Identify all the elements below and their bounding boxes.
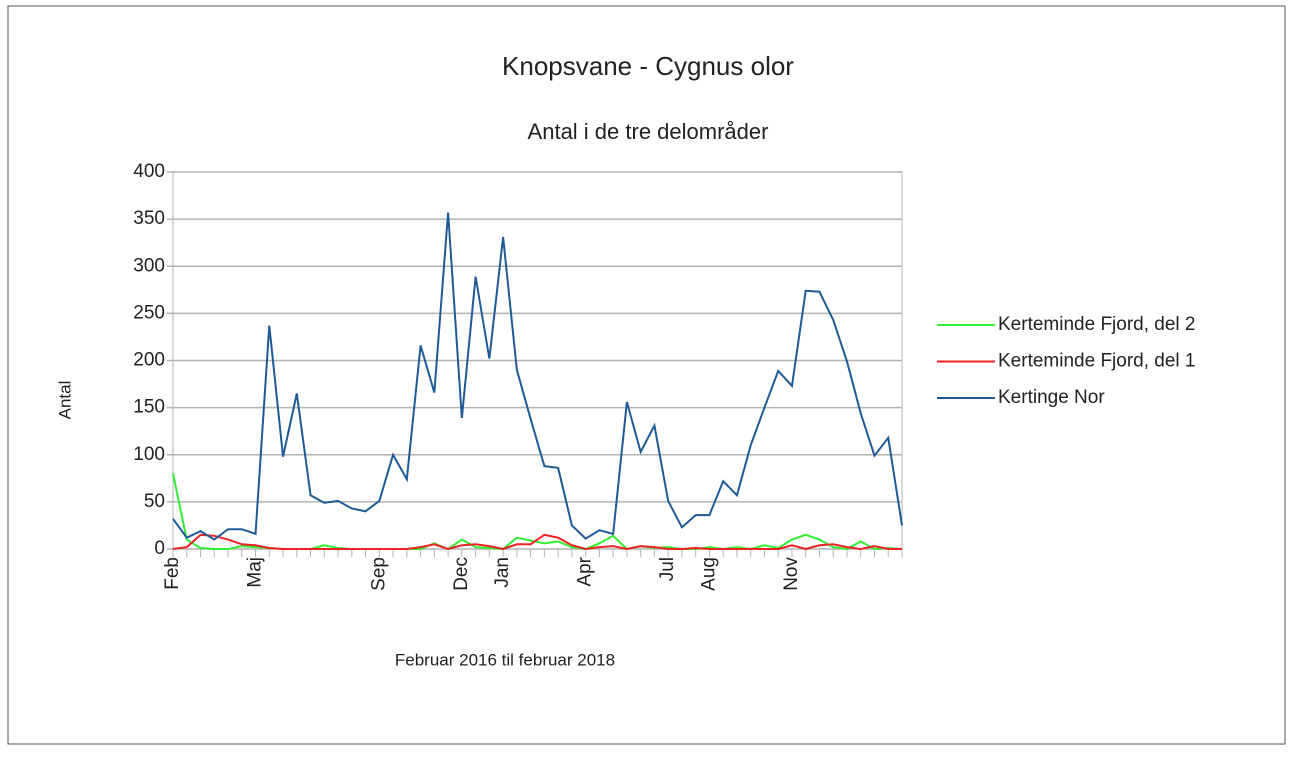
legend-label: Kerteminde Fjord, del 2 (998, 314, 1196, 335)
legend-label: Kertinge Nor (998, 387, 1105, 408)
series-line (172, 212, 903, 541)
chart-frame (7, 5, 1286, 745)
y-tick-label: 50 (144, 491, 165, 512)
y-tick-label: 200 (133, 350, 165, 371)
x-tick-label: Nov (781, 557, 802, 591)
x-tick-label: Dec (451, 557, 472, 591)
y-tick-label: 0 (154, 538, 165, 559)
x-tick-label: Jul (657, 557, 678, 581)
y-axis-label: Antal (55, 381, 74, 420)
series-line (172, 533, 902, 551)
x-tick-label: Jan (492, 557, 513, 588)
y-tick-label: 250 (133, 302, 165, 323)
y-tick-label: 150 (133, 397, 165, 418)
y-tick-label: 350 (133, 208, 165, 229)
y-tick-label: 100 (133, 444, 165, 465)
y-tick-label: 300 (133, 255, 165, 276)
x-tick-label: Sep (368, 557, 389, 591)
legend-label: Kerteminde Fjord, del 1 (998, 351, 1196, 372)
x-axis-label: Februar 2016 til februar 2018 (395, 650, 615, 669)
chart-subtitle: Antal i de tre delområder (528, 119, 769, 144)
x-tick-label: Apr (575, 556, 596, 586)
x-tick-label: Aug (698, 557, 719, 591)
x-tick-label: Feb (162, 557, 183, 590)
chart-title: Knopsvane - Cygnus olor (502, 51, 794, 81)
x-tick-label: Maj (245, 557, 266, 588)
y-tick-label: 400 (133, 161, 165, 182)
plot-border (172, 171, 903, 550)
